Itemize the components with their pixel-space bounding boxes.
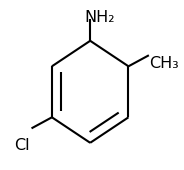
Text: NH₂: NH₂ bbox=[84, 10, 115, 25]
Text: Cl: Cl bbox=[15, 138, 30, 153]
Text: CH₃: CH₃ bbox=[149, 56, 179, 71]
